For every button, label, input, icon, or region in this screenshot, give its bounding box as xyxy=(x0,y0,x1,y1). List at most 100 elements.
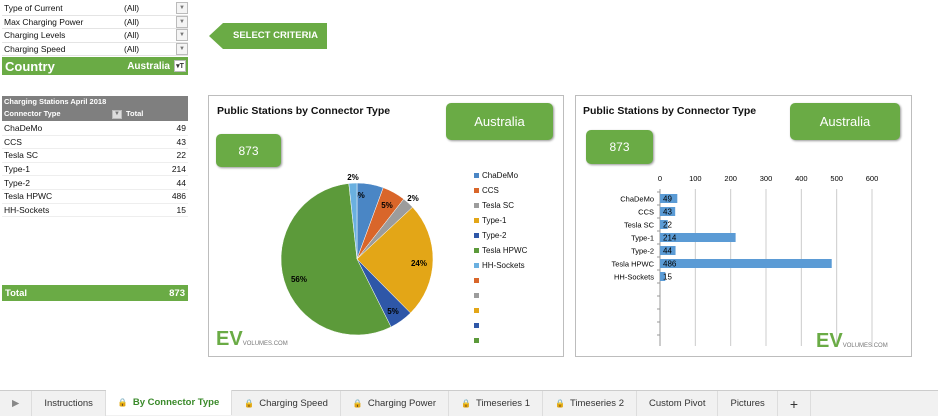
legend-item xyxy=(474,333,527,348)
pie-slice-hh-sockets xyxy=(348,182,358,260)
pivot-row: ChaDeMo 49 xyxy=(2,122,188,136)
tab-by-connector-type[interactable]: 🔒 By Connector Type xyxy=(105,390,233,415)
legend-item: Tesla HPWC xyxy=(474,243,527,258)
tab-custom-pivot[interactable]: Custom Pivot xyxy=(637,391,719,416)
legend-item: HH-Sockets xyxy=(474,258,527,273)
lock-icon: 🔒 xyxy=(352,399,363,408)
lock-icon: 🔒 xyxy=(244,399,255,408)
legend-item xyxy=(474,318,527,333)
pivot-title: Charging Stations April 2018 xyxy=(4,97,107,106)
scroll-tabs-icon[interactable]: ▶ xyxy=(0,391,33,416)
filter-charging-levels: Charging Levels (All) ▼ xyxy=(2,29,188,43)
legend-swatch xyxy=(474,203,479,208)
pivot-total-row: Total 873 xyxy=(2,285,188,301)
tab-charging-power[interactable]: 🔒 Charging Power xyxy=(341,391,449,416)
bar-type-1 xyxy=(660,233,736,242)
legend-item: Tesla SC xyxy=(474,198,527,213)
bar-chart-panel: Public Stations by Connector Type Austra… xyxy=(575,95,912,357)
pivot-row: Type-2 44 xyxy=(2,176,188,190)
select-criteria-button[interactable]: SELECT CRITERIA xyxy=(209,23,327,49)
y-category-label: Tesla SC xyxy=(624,221,655,230)
country-badge: Australia xyxy=(446,103,553,140)
y-category-label: Tesla HPWC xyxy=(611,260,654,269)
chart-title: Public Stations by Connector Type xyxy=(217,105,391,117)
country-filter: Country Australia ▾T xyxy=(2,57,188,75)
bar-data-label: 22 xyxy=(663,221,672,230)
filter-charging-speed: Charging Speed (All) ▼ xyxy=(2,43,188,57)
arrow-shape xyxy=(209,23,327,49)
legend-item xyxy=(474,288,527,303)
x-tick-label: 200 xyxy=(724,174,737,183)
y-category-label: Type-2 xyxy=(631,247,654,256)
x-tick-label: 300 xyxy=(760,174,773,183)
lock-icon: 🔒 xyxy=(117,398,128,407)
evvolumes-logo: EVVOLUMES.COM xyxy=(816,330,888,352)
legend-swatch xyxy=(474,278,479,283)
pivot-row: Tesla HPWC 486 xyxy=(2,190,188,204)
dropdown-icon[interactable]: ▼ xyxy=(176,43,188,56)
dropdown-icon[interactable]: ▼ xyxy=(176,2,188,15)
pie-slice-type-1 xyxy=(356,206,434,314)
tab-instructions[interactable]: Instructions xyxy=(32,391,106,416)
legend-item: Type-1 xyxy=(474,213,527,228)
pie-data-label: 6% xyxy=(353,191,365,200)
tab-pictures[interactable]: Pictures xyxy=(718,391,778,416)
pie-data-label: 2% xyxy=(407,194,419,203)
pie-data-label: 24% xyxy=(411,259,427,268)
bar-data-label: 44 xyxy=(663,247,672,256)
bar-chademo xyxy=(660,194,678,203)
legend-swatch xyxy=(474,263,479,268)
filter-table: Type of Current (All) ▼ Max Charging Power… xyxy=(2,2,188,57)
x-tick-label: 600 xyxy=(866,174,879,183)
filter-max-charging-power: Max Charging Power (All) ▼ xyxy=(2,15,188,30)
legend-item: CCS xyxy=(474,183,527,198)
bar-data-label: 214 xyxy=(663,234,677,243)
total-badge: 873 xyxy=(586,130,653,164)
tab-timeseries-2[interactable]: 🔒 Timeseries 2 xyxy=(543,391,637,416)
pivot-row: Type-1 214 xyxy=(2,163,188,177)
legend-swatch xyxy=(474,218,479,223)
bar-tesla-sc xyxy=(660,220,668,229)
bar-hh-sockets xyxy=(660,272,666,281)
y-category-label: ChaDeMo xyxy=(620,195,654,204)
bar-chart: 0 100 200 300 400 500 600 ChaDeMo 49 CCS 43 Tesla S… xyxy=(611,174,879,346)
bar-data-label: 15 xyxy=(663,273,672,282)
legend-swatch xyxy=(474,308,479,313)
legend-swatch xyxy=(474,173,479,178)
legend-swatch xyxy=(474,188,479,193)
pie-chart-panel: Public Stations by Connector Type Austra… xyxy=(208,95,564,357)
pie-data-label: 56% xyxy=(291,275,307,284)
legend-item xyxy=(474,273,527,288)
legend-swatch xyxy=(474,338,479,343)
pie-chart: 6% 5% 2% 24% 5% 56% 2% xyxy=(280,173,434,336)
tab-charging-speed[interactable]: 🔒 Charging Speed xyxy=(232,391,341,416)
pivot-row: Tesla SC 22 xyxy=(2,149,188,163)
bar-data-label: 486 xyxy=(663,260,677,269)
legend-item xyxy=(474,303,527,318)
y-category-label: HH-Sockets xyxy=(614,273,654,282)
y-category-label: CCS xyxy=(638,208,654,217)
dropdown-icon[interactable]: ▼ xyxy=(176,15,188,28)
bar-data-label: 49 xyxy=(663,195,672,204)
x-tick-label: 500 xyxy=(830,174,843,183)
x-tick-label: 0 xyxy=(658,174,662,183)
filter-icon[interactable]: ▾T xyxy=(174,60,186,72)
pie-slice-tesla-hpwc xyxy=(280,183,392,336)
bar-tesla-hpwc xyxy=(660,259,832,268)
dropdown-icon[interactable]: ▼ xyxy=(112,109,122,119)
legend-swatch xyxy=(474,293,479,298)
x-tick-label: 400 xyxy=(795,174,808,183)
legend-item: ChaDeMo xyxy=(474,168,527,183)
pie-data-label: 2% xyxy=(347,173,359,182)
add-sheet-button[interactable]: + xyxy=(778,391,811,416)
chart-legend: ChaDeMo CCS Tesla SC Type-1 Type-2 Tesla HPWC… xyxy=(474,168,527,348)
tab-timeseries-1[interactable]: 🔒 Timeseries 1 xyxy=(449,391,543,416)
y-category-label: Type-1 xyxy=(631,234,654,243)
dropdown-icon[interactable]: ▼ xyxy=(176,29,188,42)
lock-icon: 🔒 xyxy=(554,399,565,408)
bar-ccs xyxy=(660,207,676,216)
filter-type-of-current: Type of Current (All) ▼ xyxy=(2,2,188,16)
pivot-row: HH-Sockets 15 xyxy=(2,204,188,218)
lock-icon: 🔒 xyxy=(460,399,471,408)
pivot-header: Charging Stations April 2018 Connector T… xyxy=(2,96,188,121)
